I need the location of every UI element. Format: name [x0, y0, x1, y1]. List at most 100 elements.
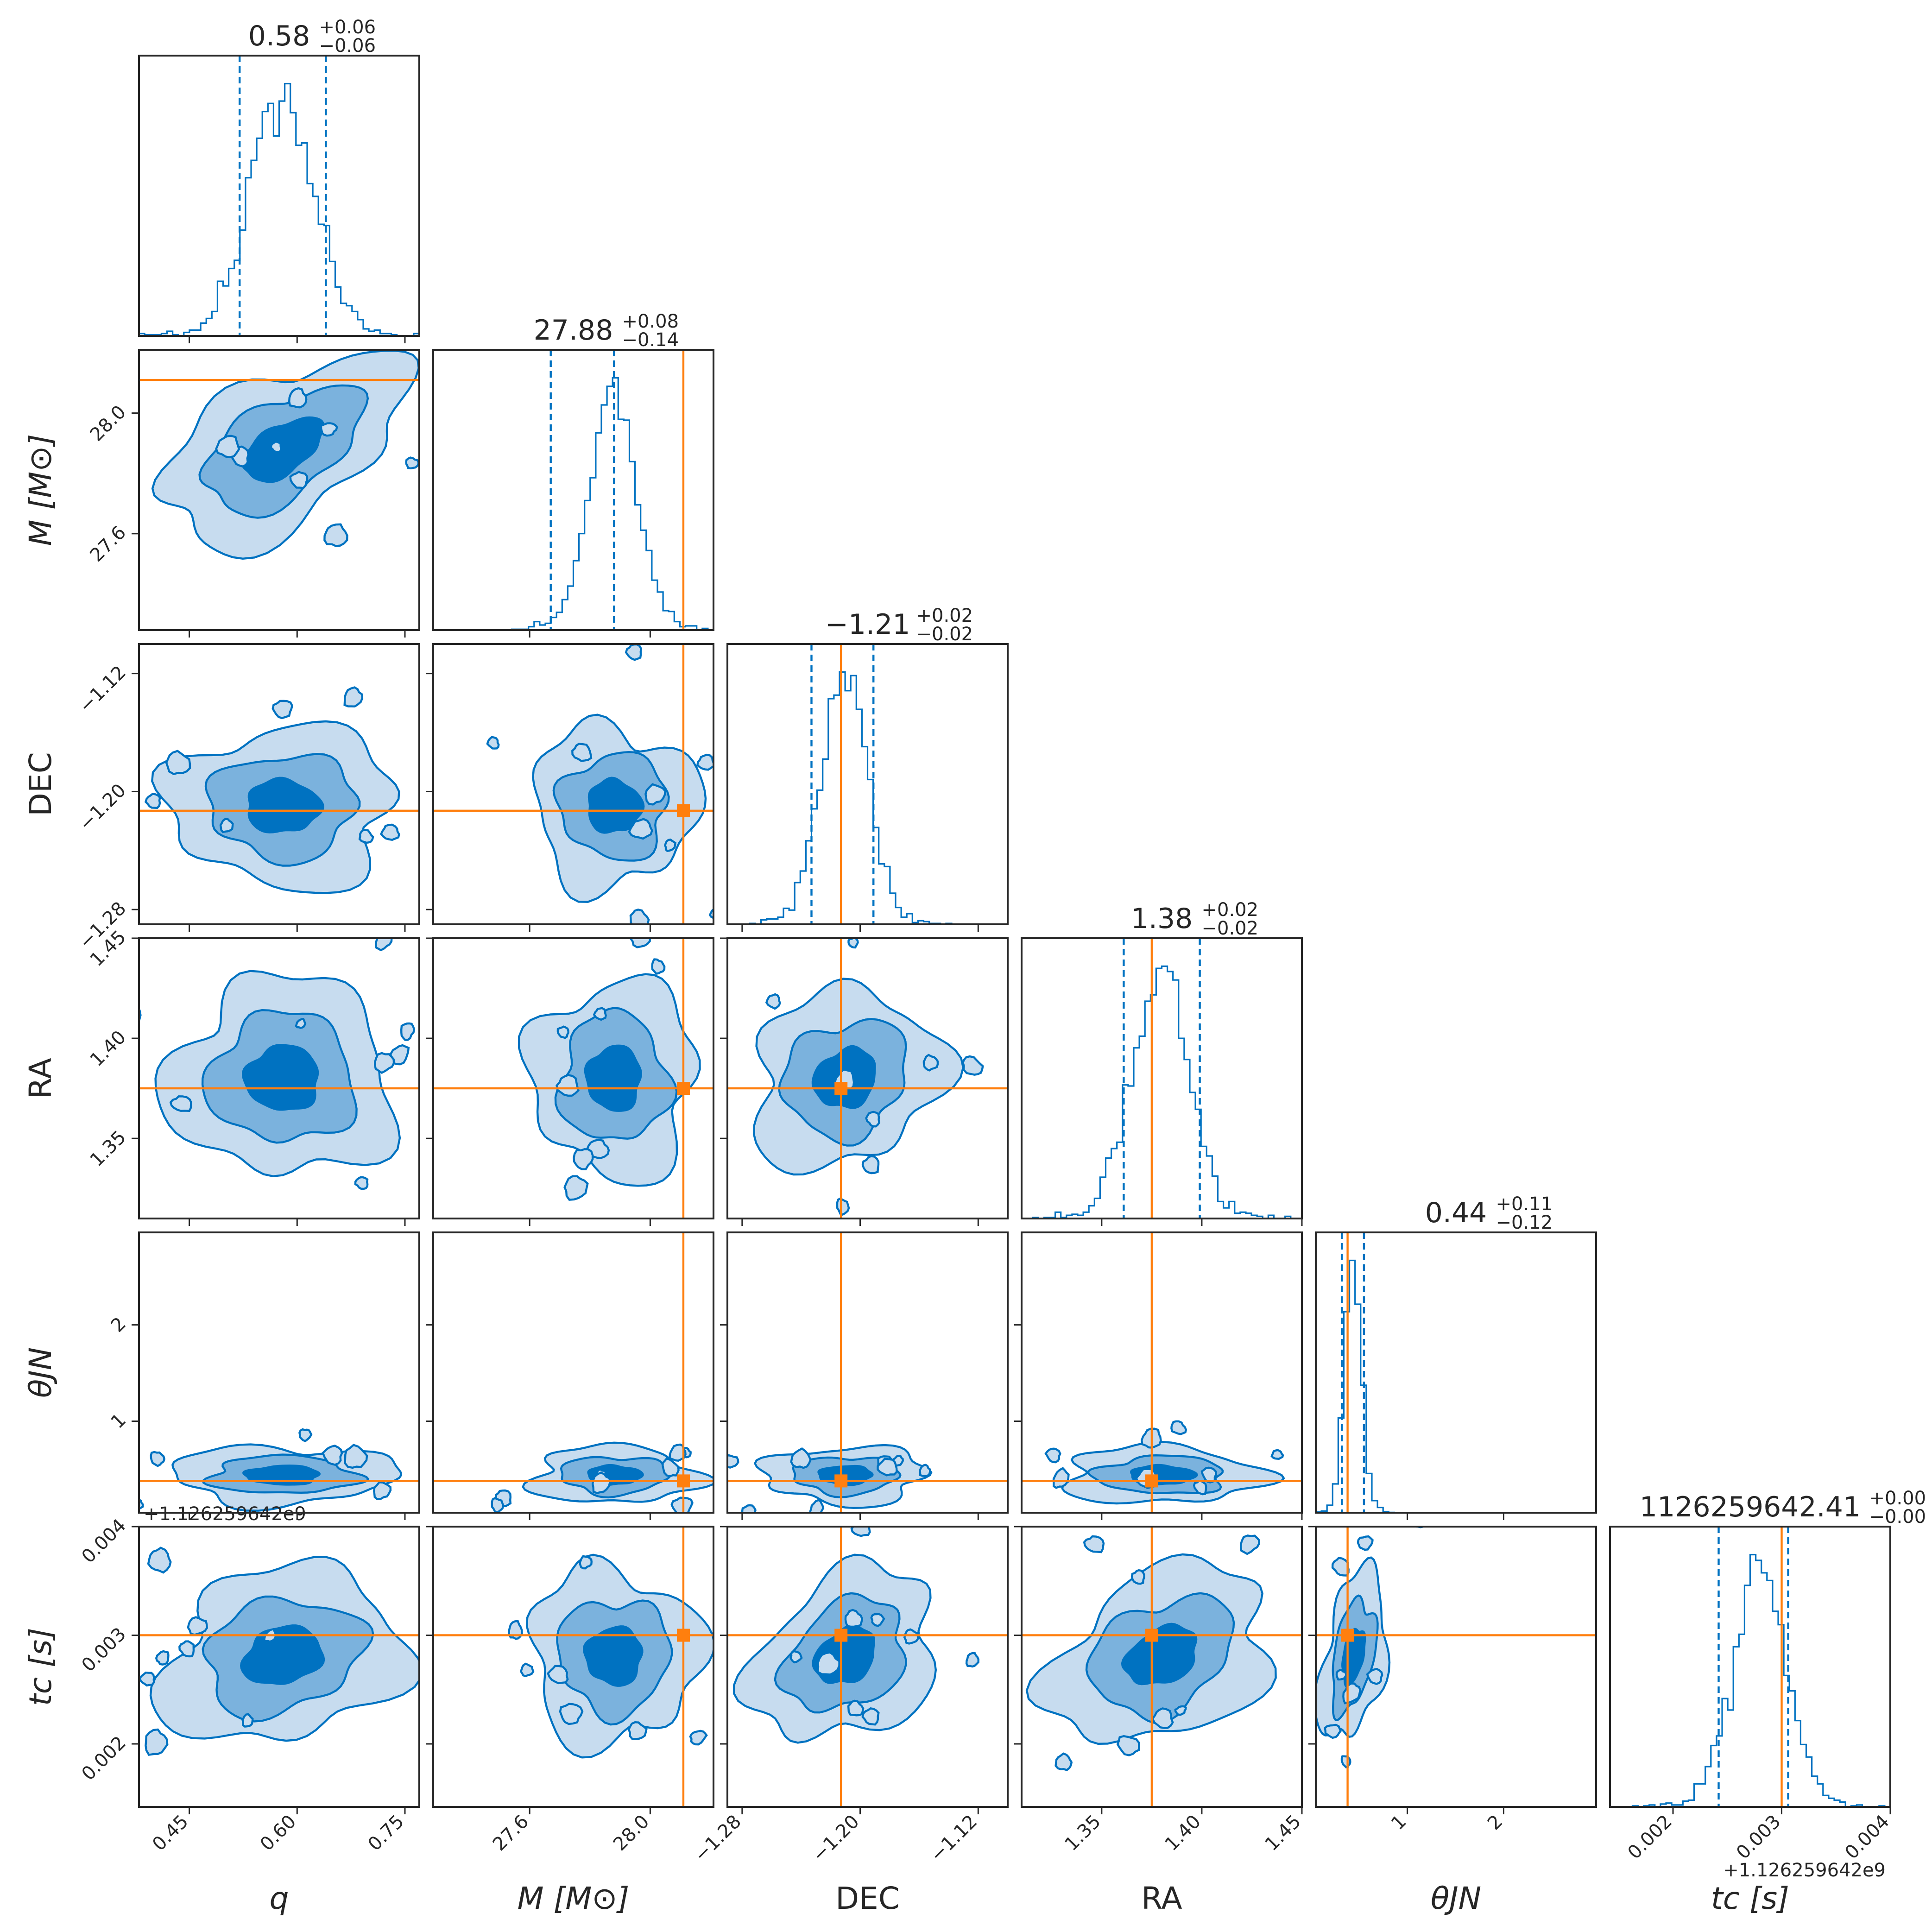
y-tick-label-M: 28.0: [86, 401, 131, 446]
panel-frame: [432, 1231, 714, 1514]
contour-island: [144, 793, 161, 809]
contour-island: [1357, 1535, 1374, 1551]
contour-panel-DEC-RA: [720, 937, 1009, 1226]
contour-panel-M-tc: 27.6 28.0: [426, 1526, 744, 1856]
x-tick-label-M: 27.6: [489, 1811, 533, 1856]
contour-island: [241, 1713, 254, 1728]
x-tick-label-tc: 0.002: [1624, 1811, 1677, 1864]
contour-island: [354, 1176, 369, 1190]
x-tick-label-DEC: −1.12: [926, 1811, 981, 1866]
contour-island: [1151, 1707, 1174, 1729]
contour-island: [155, 1650, 170, 1666]
panel-title-plus-RA: +0.02: [1202, 899, 1259, 921]
contour-panel-q-RA: 1.351.401.45: [86, 927, 420, 1226]
contour-panel-q-theta: 12: [101, 1231, 420, 1520]
panel-title-RA: 1.38: [1131, 903, 1193, 935]
x-tick-label-tc: 0.003: [1732, 1811, 1785, 1864]
contour-level-2: [241, 1044, 319, 1111]
contour-island: [850, 1527, 871, 1537]
x-tick-label-q: 0.45: [148, 1811, 193, 1856]
contour-island: [741, 1504, 757, 1513]
hist-panel-tc: 1126259642.41 +0.00−0.00 0.002 0.003 0.004: [1609, 1488, 1926, 1864]
panel-frame: [1021, 1526, 1303, 1808]
contour-island: [579, 1555, 593, 1570]
contour-island: [1270, 1449, 1284, 1460]
contour-level-2: [582, 1625, 644, 1687]
panel-frame: [432, 349, 714, 631]
contour-island: [1200, 1466, 1217, 1484]
truth-marker: [834, 1474, 848, 1488]
panel-frame: [138, 643, 420, 925]
contour-island: [1044, 1447, 1061, 1464]
contour-panel-M-DEC: [426, 643, 714, 932]
contour-island: [270, 441, 282, 453]
panel-title-plus-M: +0.08: [622, 311, 679, 332]
contour-island: [644, 783, 667, 806]
contour-island: [298, 1428, 313, 1442]
panel-frame: [726, 937, 1009, 1219]
contour-island: [670, 1496, 694, 1513]
x-tick-label-q: 0.60: [256, 1811, 301, 1856]
panel-frame: [1021, 1231, 1303, 1514]
x-axis-label-theta: θJN: [1431, 1881, 1481, 1916]
panel-title-theta: 0.44: [1425, 1197, 1487, 1229]
contour-island: [451, 527, 462, 538]
contour-island: [101, 1471, 110, 1483]
y-axis-label-M: M [M⊙]: [23, 434, 58, 546]
contour-island: [727, 1579, 744, 1595]
panel-title-plus-q: +0.06: [319, 17, 376, 38]
contour-island: [629, 938, 651, 948]
panel-title-DEC: −1.21: [825, 608, 910, 641]
panel-title-tc: 1126259642.41: [1640, 1491, 1861, 1523]
contour-island: [405, 456, 419, 470]
panel-frame: [1315, 1231, 1597, 1514]
panel-frame: [432, 937, 714, 1219]
contour-panel-q-DEC: −1.28−1.20−1.12: [75, 643, 420, 953]
contour-island: [400, 1022, 416, 1041]
histogram-DEC: [727, 671, 1008, 924]
contour-island: [847, 1699, 865, 1717]
contour-island: [627, 1721, 648, 1740]
contour-island: [765, 993, 781, 1010]
contour-island: [961, 1055, 984, 1076]
contour-island: [1373, 1471, 1390, 1491]
contour-island: [1376, 1809, 1386, 1818]
contour-island: [323, 523, 348, 547]
contour-island: [147, 1547, 172, 1574]
y-axis-label-tc: tc [s]: [23, 1628, 58, 1706]
contour-island: [809, 1499, 825, 1513]
y-tick-label-DEC: −1.12: [75, 662, 130, 717]
x-axis-label-RA: RA: [1141, 1881, 1182, 1916]
histogram-RA: [1022, 965, 1302, 1219]
contour-panel-M-RA: [426, 937, 714, 1226]
panel-frame: [726, 643, 1009, 925]
y-tick-label-tc: 0.003: [78, 1623, 131, 1676]
contour-island: [870, 1613, 885, 1627]
panel-frame: [138, 349, 420, 631]
y-tick-label-RA: 1.40: [86, 1027, 131, 1071]
contour-island: [816, 1651, 840, 1676]
contour-panel-RA-tc: 1.35 1.40 1.45: [1014, 1526, 1305, 1855]
contour-level-2: [247, 777, 324, 833]
hist-panel-DEC: −1.21 +0.02−0.02: [726, 605, 1009, 932]
contour-island: [139, 1006, 142, 1021]
truth-marker: [1145, 1629, 1158, 1642]
contour-island: [1331, 1557, 1350, 1577]
contour-island: [139, 1671, 155, 1687]
contour-island: [1324, 1724, 1342, 1739]
x-axis-label-M: M [M⊙]: [518, 1881, 630, 1916]
contour-island: [1130, 1569, 1145, 1585]
panel-title-plus-tc: +0.00: [1869, 1488, 1926, 1509]
y-tick-label-tc: 0.004: [78, 1515, 131, 1568]
contour-island: [1170, 1420, 1187, 1435]
panel-frame: [1021, 937, 1303, 1219]
contour-island: [150, 1451, 165, 1467]
panel-title-minus-tc: −0.00: [1869, 1506, 1926, 1528]
truth-marker: [834, 1629, 848, 1642]
truth-marker: [676, 1629, 690, 1642]
x-axis-label-q: q: [270, 1881, 289, 1916]
contour-island: [271, 700, 294, 720]
contour-island: [662, 1457, 680, 1477]
contour-island: [847, 938, 859, 949]
x-axis-label-tc: tc [s]: [1711, 1881, 1789, 1916]
